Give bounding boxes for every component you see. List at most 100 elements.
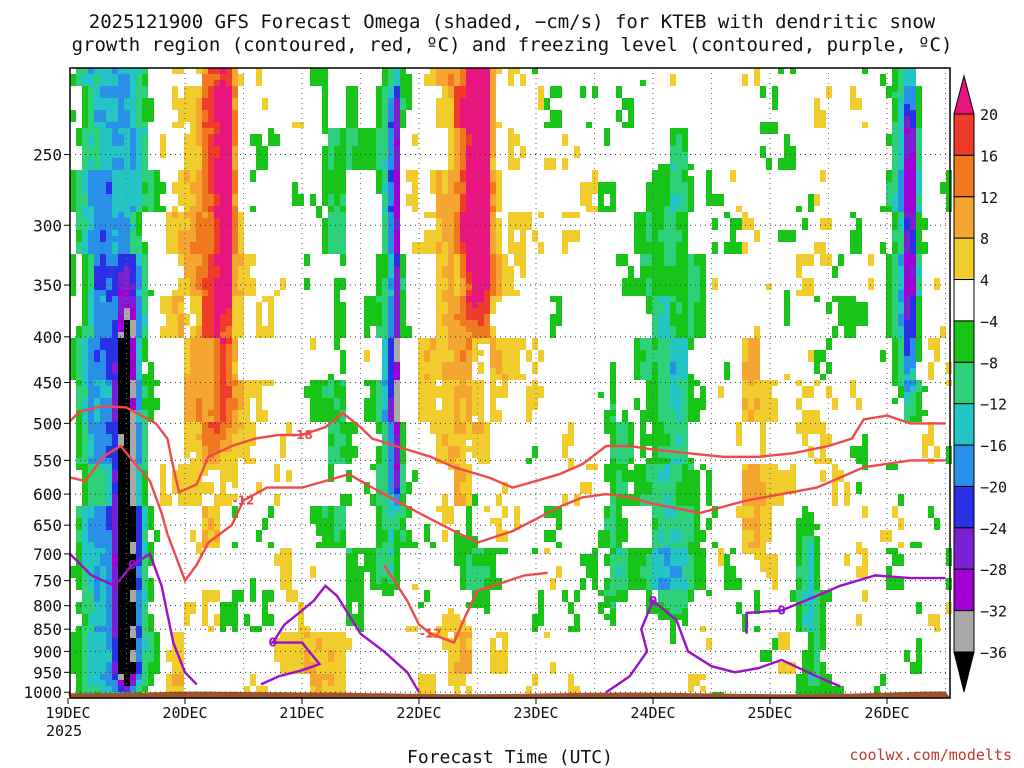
omega-cell xyxy=(94,254,100,260)
omega-cell xyxy=(142,506,148,512)
omega-cell xyxy=(568,458,574,464)
omega-cell xyxy=(382,398,388,404)
omega-cell xyxy=(616,92,622,98)
omega-cell xyxy=(70,110,76,116)
omega-cell xyxy=(94,602,100,608)
omega-cell xyxy=(382,470,388,476)
omega-cell xyxy=(478,74,484,80)
omega-cell xyxy=(580,188,586,194)
omega-cell xyxy=(334,344,340,350)
omega-cell xyxy=(136,458,142,464)
omega-cell xyxy=(106,152,112,158)
omega-cell xyxy=(646,410,652,416)
omega-cell xyxy=(466,548,472,554)
omega-cell xyxy=(394,554,400,560)
omega-cell xyxy=(88,86,94,92)
omega-cell xyxy=(322,248,328,254)
omega-cell xyxy=(100,302,106,308)
omega-cell xyxy=(202,506,208,512)
omega-cell xyxy=(454,680,460,686)
omega-cell xyxy=(658,362,664,368)
omega-cell xyxy=(484,182,490,188)
omega-cell xyxy=(106,524,112,530)
omega-cell xyxy=(604,470,610,476)
omega-cell xyxy=(490,206,496,212)
omega-cell xyxy=(100,632,106,638)
omega-cell xyxy=(334,320,340,326)
omega-cell xyxy=(226,92,232,98)
omega-cell xyxy=(646,404,652,410)
omega-cell xyxy=(472,494,478,500)
omega-cell xyxy=(94,278,100,284)
omega-cell xyxy=(490,218,496,224)
omega-cell xyxy=(472,446,478,452)
omega-cell xyxy=(250,680,256,686)
omega-cell xyxy=(376,404,382,410)
omega-cell xyxy=(664,248,670,254)
omega-cell xyxy=(400,266,406,272)
omega-cell xyxy=(184,386,190,392)
omega-cell xyxy=(472,326,478,332)
omega-cell xyxy=(106,566,112,572)
omega-cell xyxy=(124,578,130,584)
omega-cell xyxy=(148,512,154,518)
omega-cell xyxy=(508,272,514,278)
omega-cell xyxy=(88,650,94,656)
omega-cell xyxy=(214,446,220,452)
omega-cell xyxy=(82,644,88,650)
omega-cell xyxy=(472,74,478,80)
omega-cell xyxy=(208,134,214,140)
omega-cell xyxy=(100,194,106,200)
omega-cell xyxy=(94,122,100,128)
omega-cell xyxy=(376,530,382,536)
omega-cell xyxy=(466,494,472,500)
omega-cell xyxy=(460,260,466,266)
omega-cell xyxy=(622,278,628,284)
omega-cell xyxy=(532,362,538,368)
omega-cell xyxy=(490,86,496,92)
omega-cell xyxy=(202,530,208,536)
omega-cell xyxy=(136,260,142,266)
omega-cell xyxy=(454,434,460,440)
omega-cell xyxy=(604,602,610,608)
omega-cell xyxy=(388,506,394,512)
omega-cell xyxy=(130,428,136,434)
omega-cell xyxy=(208,122,214,128)
omega-cell xyxy=(106,86,112,92)
omega-cell xyxy=(214,356,220,362)
omega-cell xyxy=(376,566,382,572)
omega-cell xyxy=(316,674,322,680)
omega-cell xyxy=(370,548,376,554)
omega-cell xyxy=(400,254,406,260)
omega-cell xyxy=(232,434,238,440)
omega-cell xyxy=(112,326,118,332)
omega-cell xyxy=(310,644,316,650)
omega-cell xyxy=(472,110,478,116)
omega-cell xyxy=(88,500,94,506)
omega-cell xyxy=(196,422,202,428)
omega-cell xyxy=(118,536,124,542)
omega-cell xyxy=(460,440,466,446)
omega-cell xyxy=(460,254,466,260)
omega-cell xyxy=(124,398,130,404)
omega-cell xyxy=(220,134,226,140)
omega-cell xyxy=(388,560,394,566)
omega-cell xyxy=(424,356,430,362)
omega-cell xyxy=(208,362,214,368)
omega-cell xyxy=(328,416,334,422)
omega-cell xyxy=(478,218,484,224)
omega-cell xyxy=(196,170,202,176)
omega-cell xyxy=(88,260,94,266)
omega-cell xyxy=(70,80,76,86)
omega-cell xyxy=(112,440,118,446)
omega-cell xyxy=(382,200,388,206)
omega-cell xyxy=(88,392,94,398)
omega-cell xyxy=(496,206,502,212)
omega-cell xyxy=(202,482,208,488)
omega-cell xyxy=(622,566,628,572)
omega-cell xyxy=(388,116,394,122)
omega-cell xyxy=(604,416,610,422)
omega-cell xyxy=(292,200,298,206)
omega-cell xyxy=(478,416,484,422)
omega-cell xyxy=(664,434,670,440)
